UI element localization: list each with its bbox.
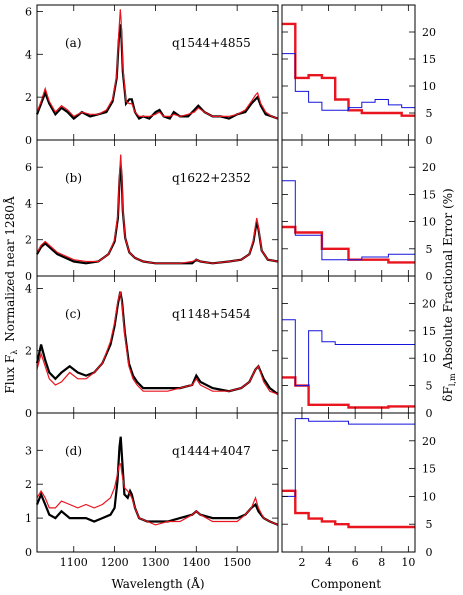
spectrum-d-ytick-label: 1 (25, 512, 32, 525)
spectrum-c-ytick-label: 0 (25, 407, 32, 420)
error-d-xtick-label: 10 (401, 556, 415, 569)
panel-label-a: (a) (65, 36, 82, 50)
spectrum-frame-b (36, 139, 279, 277)
y-axis-label-right-sub: l,m (448, 373, 457, 386)
error-a-ytick-label: 20 (422, 26, 436, 39)
spectrum-d-xtick-label: 1500 (223, 556, 251, 569)
spectrum-d-series-black (35, 436, 279, 526)
y-axis-label-right-post: Absolute Fractional Error (%) (441, 188, 455, 370)
panel-label-c: (c) (65, 307, 81, 321)
error-b-ytick-label: 0 (426, 270, 433, 283)
error-c-ytick-label: 5 (426, 380, 433, 393)
error-d-ytick-label: 15 (422, 463, 436, 476)
y-axis-label-right-pre: δF (441, 386, 455, 402)
error-b-ytick-label: 20 (422, 161, 436, 174)
spectrum-c-ytick-label: 2 (25, 345, 32, 358)
error-b-series-red (282, 225, 415, 264)
object-name-c: q1148+5454 (172, 307, 251, 321)
error-b-ytick-label: 15 (422, 188, 436, 201)
spectrum-panel-b: 0 2 4 6 (b) q1622+2352 (25, 139, 279, 283)
spectrum-a-ytick-label: 6 (25, 5, 32, 18)
error-c-series-blue (282, 319, 415, 387)
spectrum-d-ytick-label: 2 (25, 478, 32, 491)
spectrum-frame-a (36, 4, 279, 141)
error-d-ytick-label: 10 (422, 490, 436, 503)
x-axis-label-right: Component (311, 577, 381, 591)
error-b-ytick-label: 10 (422, 216, 436, 229)
error-c-ytick-label: 15 (422, 325, 436, 338)
y-axis-label-right: δFl,m Absolute Fractional Error (%) (441, 188, 457, 401)
error-frame-a (281, 4, 416, 141)
error-d-xtick-label: 6 (352, 556, 359, 569)
error-a-ytick-label: 10 (422, 80, 436, 93)
error-d-xtick-label: 4 (325, 556, 332, 569)
spectrum-panel-a: 0 2 4 6 (a) q1544+4855 (25, 4, 279, 147)
panel-label-b: (b) (65, 171, 82, 185)
object-name-b: q1622+2352 (172, 171, 251, 185)
spectrum-d-xtick-label: 1100 (60, 556, 88, 569)
error-d-ytick-label: 20 (422, 435, 436, 448)
spectrum-frame-d (36, 412, 279, 553)
x-axis-label-left: Wavelength (Å) (111, 576, 204, 591)
error-a-series-blue (282, 53, 415, 111)
object-name-a: q1544+4855 (172, 36, 251, 50)
spectrum-b-series-red (36, 154, 279, 264)
error-d-ytick-label: 5 (426, 518, 433, 531)
spectrum-panel-c: 0 2 4 (c) q1148+5454 (25, 275, 279, 420)
error-d-ytick-label: 0 (426, 546, 433, 559)
spectrum-panel-d: 0 1 2 3 1100 1200 1300 1400 1500 (d) q1444+4047 (25, 412, 279, 569)
spectrum-d-xtick-label: 1300 (141, 556, 169, 569)
spectrum-b-ytick-label: 2 (25, 234, 32, 247)
spectrum-d-series-red (36, 463, 279, 526)
spectrum-b-ytick-label: 4 (25, 197, 32, 210)
error-panel-c: 0 5 10 15 20 (281, 275, 436, 420)
spectrum-d-ytick-label: 0 (25, 546, 32, 559)
y-axis-label-left: Flux Fλ Normalized near 1280Å (2, 196, 19, 394)
y-axis-label-left-rest: Normalized near 1280Å (2, 196, 17, 342)
error-a-series-red (282, 22, 415, 117)
error-d-xtick-label: 2 (298, 556, 305, 569)
spectrum-c-series-red (36, 291, 279, 395)
spectrum-a-series-red (36, 9, 279, 120)
error-b-ytick-label: 5 (426, 243, 433, 256)
spectrum-b-ytick-label: 0 (25, 270, 32, 283)
spectrum-c-ytick-label: 4 (25, 282, 32, 295)
spectrum-d-xtick-label: 1200 (101, 556, 129, 569)
error-panel-b: 0 5 10 15 20 (281, 139, 436, 283)
error-d-xtick-label: 8 (378, 556, 385, 569)
error-d-series-blue (282, 418, 415, 497)
error-c-ytick-label: 0 (426, 407, 433, 420)
error-a-ytick-label: 5 (426, 107, 433, 120)
error-a-ytick-label: 0 (426, 134, 433, 147)
spectrum-a-ytick-label: 4 (25, 48, 32, 61)
error-frame-d (281, 412, 416, 553)
error-panel-d: 0 5 10 15 20 2 4 6 8 10 (281, 412, 436, 569)
panel-label-d: (d) (65, 444, 82, 458)
error-d-series-red (282, 489, 415, 529)
error-c-ytick-label: 10 (422, 352, 436, 365)
error-panel-a: 0 5 10 15 20 (281, 4, 436, 147)
spectrum-a-ytick-label: 0 (25, 134, 32, 147)
error-a-ytick-label: 15 (422, 53, 436, 66)
spectrum-d-ytick-label: 3 (25, 444, 32, 457)
error-b-series-blue (282, 180, 415, 261)
spectrum-a-ytick-label: 2 (25, 91, 32, 104)
error-c-ytick-label: 20 (422, 297, 436, 310)
object-name-d: q1444+4047 (172, 444, 251, 458)
y-axis-label-left-flux: Flux F (3, 355, 17, 394)
error-c-series-red (282, 376, 415, 409)
y-axis-label-left-sub: λ (10, 350, 19, 355)
spectrum-frame-c (36, 275, 279, 414)
spectrum-b-ytick-label: 6 (25, 161, 32, 174)
spectrum-d-xtick-label: 1400 (182, 556, 210, 569)
